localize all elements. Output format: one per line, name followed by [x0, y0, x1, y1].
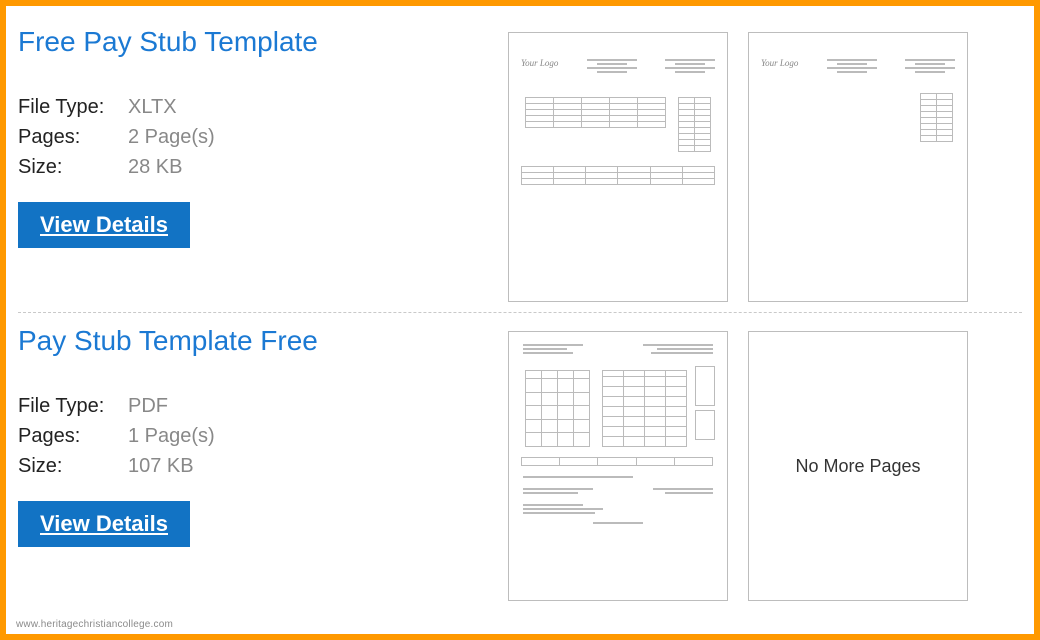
template-meta: File Type:XLTX Pages:2 Page(s) Size:28 K…: [18, 92, 478, 182]
template-title-link[interactable]: Pay Stub Template Free: [18, 325, 318, 357]
thumbnails: No More Pages: [508, 319, 968, 601]
watermark-text: www.heritagechristiancollege.com: [16, 619, 173, 630]
template-info: Free Pay Stub Template File Type:XLTX Pa…: [18, 20, 478, 302]
meta-label-filetype: File Type:: [18, 391, 128, 421]
view-details-button[interactable]: View Details: [18, 501, 190, 547]
meta-label-size: Size:: [18, 451, 128, 481]
thumbnail-no-more: No More Pages: [748, 331, 968, 601]
no-more-pages-text: No More Pages: [795, 456, 920, 477]
meta-label-pages: Pages:: [18, 421, 128, 451]
view-details-button[interactable]: View Details: [18, 202, 190, 248]
template-info: Pay Stub Template Free File Type:PDF Pag…: [18, 319, 478, 601]
thumbnails: Your Logo Your Logo: [508, 20, 968, 302]
template-meta: File Type:PDF Pages:1 Page(s) Size:107 K…: [18, 391, 478, 481]
meta-value-filetype: PDF: [128, 395, 168, 417]
meta-value-size: 107 KB: [128, 455, 194, 477]
meta-label-pages: Pages:: [18, 122, 128, 152]
thumbnail-page-2[interactable]: Your Logo: [748, 32, 968, 302]
meta-label-size: Size:: [18, 152, 128, 182]
thumbnail-page-1[interactable]: [508, 331, 728, 601]
meta-label-filetype: File Type:: [18, 92, 128, 122]
meta-value-size: 28 KB: [128, 156, 182, 178]
template-row: Free Pay Stub Template File Type:XLTX Pa…: [18, 14, 1022, 306]
thumbnail-page-1[interactable]: Your Logo: [508, 32, 728, 302]
meta-value-pages: 1 Page(s): [128, 425, 215, 447]
template-row: Pay Stub Template Free File Type:PDF Pag…: [18, 312, 1022, 605]
template-title-link[interactable]: Free Pay Stub Template: [18, 26, 318, 58]
meta-value-pages: 2 Page(s): [128, 126, 215, 148]
page-frame: Free Pay Stub Template File Type:XLTX Pa…: [0, 0, 1040, 640]
meta-value-filetype: XLTX: [128, 96, 177, 118]
logo-placeholder: Your Logo: [761, 59, 798, 75]
logo-placeholder: Your Logo: [521, 59, 558, 75]
